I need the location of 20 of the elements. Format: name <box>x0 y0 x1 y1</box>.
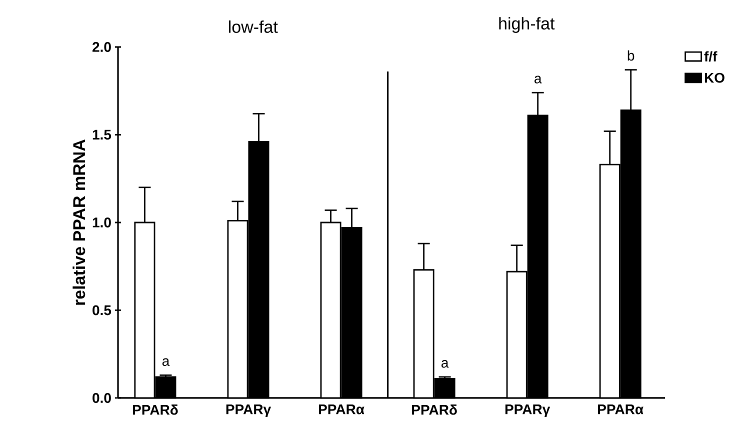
x-tick-label: PPARα <box>318 404 364 414</box>
x-tick-label: PPARδ <box>132 404 178 415</box>
x-tick-label: PPARα <box>598 404 644 414</box>
x-tick-label: PPARγ <box>505 404 550 418</box>
annotation: a <box>162 358 170 366</box>
y-tick-label: 1.5 <box>92 130 112 140</box>
legend-label: KO <box>704 72 724 83</box>
annotation: a <box>534 76 542 84</box>
x-tick-label: PPARγ <box>226 404 272 418</box>
y-tick-label: 1.0 <box>92 218 111 228</box>
legend-label: f/f <box>704 51 718 62</box>
y-tick-label: 2.0 <box>92 42 111 52</box>
annotation: a <box>441 360 449 368</box>
text: low-fat <box>229 20 278 33</box>
y-tick-label: 0.5 <box>92 305 112 316</box>
text: high-fat <box>499 17 555 33</box>
y-tick-label: 0.0 <box>92 393 111 403</box>
annotation: b <box>628 50 634 61</box>
x-tick-label: PPARδ <box>412 404 457 415</box>
y-axis-title: relative PPAR mRNA <box>72 140 86 305</box>
